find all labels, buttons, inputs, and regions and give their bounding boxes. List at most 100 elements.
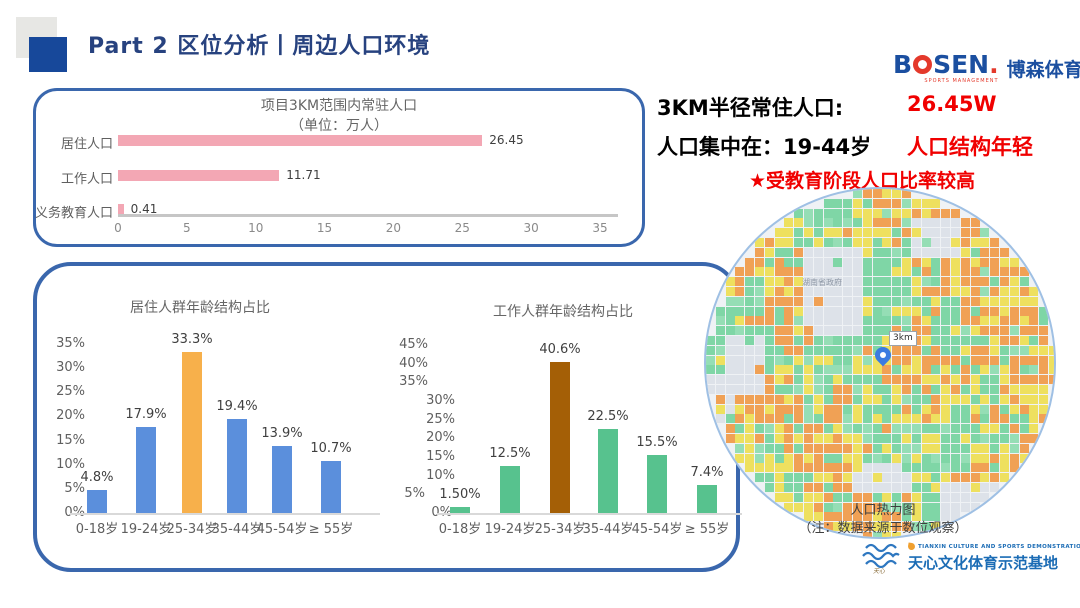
heatmap-cell [804, 414, 813, 424]
heatmap-cell [921, 473, 931, 483]
heatmap-cell [764, 316, 774, 326]
heatmap-cell [755, 326, 764, 336]
heatmap-cell [725, 375, 735, 385]
heatmap-cell [911, 502, 921, 512]
heatmap-cell [902, 375, 911, 385]
heatmap-cell [882, 238, 892, 247]
heatmap-cell [980, 424, 990, 434]
heatmap-cell [764, 453, 774, 463]
heatmap-cell [862, 189, 872, 198]
heatmap-cell [804, 473, 813, 483]
heatmap-cell [774, 492, 784, 502]
heatmap-caption-line1: 人口热力图 [850, 503, 916, 518]
heatmap-cell [980, 385, 990, 394]
heatmap-cell [872, 238, 882, 247]
heatmap-cell [794, 375, 804, 385]
heatmap-cell [764, 385, 774, 394]
heatmap-cell [823, 287, 833, 296]
heatmap-cell [804, 512, 813, 522]
heatmap-cell [902, 522, 911, 532]
heatmap-cell [892, 306, 902, 316]
heatmap-cell [1000, 306, 1009, 316]
heatmap-cell [843, 355, 853, 365]
vbar-bar [272, 445, 292, 513]
heatmap-cell [755, 257, 764, 267]
heatmap-cell [902, 228, 911, 238]
heatmap-cell [725, 287, 735, 296]
heatmap-cell [745, 316, 755, 326]
heatmap-cell [823, 198, 833, 208]
heatmap-cell [725, 424, 735, 434]
heatmap-cell [941, 336, 951, 345]
heatmap-cell [725, 414, 735, 424]
heatmap-cell [1039, 336, 1049, 345]
heatmap-cell [911, 247, 921, 257]
heatmap-cell [1039, 316, 1049, 326]
heatmap-cell [706, 365, 715, 375]
heatmap-cell [960, 434, 970, 443]
heatmap-cell [813, 424, 823, 434]
heatmap-cell [1019, 404, 1029, 414]
heatmap-cell [990, 326, 1000, 336]
heatmap-cell [715, 355, 725, 365]
heatmap-cell [843, 316, 853, 326]
heatmap-cell [921, 316, 931, 326]
heatmap-cell [951, 394, 960, 404]
heatmap-cell [823, 336, 833, 345]
heatmap-cell [735, 434, 745, 443]
heatmap-cell [1029, 424, 1039, 434]
heatmap-cell [990, 404, 1000, 414]
heatmap-cell [882, 443, 892, 453]
heatmap-cell [931, 306, 941, 316]
vbar-ytick: 30% [56, 360, 85, 376]
heatmap-cell [735, 385, 745, 394]
heatmap-cell [1019, 296, 1029, 306]
heatmap-cell [764, 473, 774, 483]
heatmap-cell [990, 483, 1000, 492]
heatmap-cell [764, 483, 774, 492]
heatmap-cell [902, 365, 911, 375]
heatmap-cell [921, 326, 931, 336]
heatmap-cell [990, 296, 1000, 306]
heatmap-cell [931, 414, 941, 424]
heatmap-cell [813, 385, 823, 394]
heatmap-cell [960, 336, 970, 345]
heatmap-cell [921, 443, 931, 453]
heatmap-cell [833, 404, 843, 414]
heatmap-cell [990, 375, 1000, 385]
heatmap-cell [931, 473, 941, 483]
heatmap-cell [951, 306, 960, 316]
heatmap-cell [911, 277, 921, 287]
heatmap-cell [813, 287, 823, 296]
heatmap-cell [833, 287, 843, 296]
heatmap-cell [970, 345, 980, 355]
heatmap-cell [774, 463, 784, 473]
heatmap-caption-line2: （注：数据来源于数位观察） [798, 521, 968, 536]
bosen-letters-sen: SEN [933, 50, 990, 79]
heatmap-cell [862, 502, 872, 512]
heatmap-cell [813, 316, 823, 326]
heatmap-cell [862, 394, 872, 404]
heatmap-cell [1009, 385, 1019, 394]
heatmap-cell [1049, 355, 1054, 365]
heatmap-cell [951, 385, 960, 394]
heatmap-cell [853, 228, 862, 238]
heatmap-cell [960, 365, 970, 375]
heatmap-cell [862, 512, 872, 522]
heatmap-cell [970, 502, 980, 512]
heatmap-cell [951, 424, 960, 434]
heatmap-cell [921, 385, 931, 394]
heatmap-cell [921, 208, 931, 218]
heatmap-cell [853, 414, 862, 424]
heatmap-cell [911, 453, 921, 463]
heatmap-cell [872, 443, 882, 453]
vbar-bar [598, 429, 618, 513]
heatmap-cell [804, 424, 813, 434]
heatmap-cell [853, 434, 862, 443]
heatmap-cell [902, 473, 911, 483]
flame-icon [907, 542, 916, 551]
heatmap-cell [794, 355, 804, 365]
heatmap-cell [1019, 326, 1029, 336]
heatmap-cell [823, 463, 833, 473]
heatmap-cell [853, 443, 862, 453]
